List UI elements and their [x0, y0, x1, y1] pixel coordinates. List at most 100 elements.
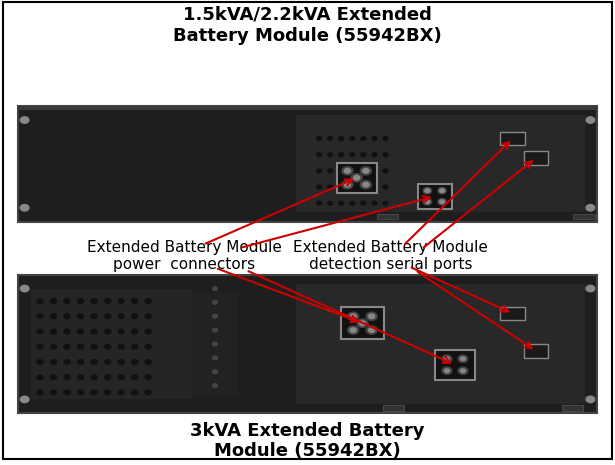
Circle shape — [440, 189, 445, 193]
Circle shape — [360, 180, 371, 189]
Circle shape — [461, 357, 466, 360]
Circle shape — [118, 299, 124, 303]
Circle shape — [37, 314, 43, 319]
Circle shape — [105, 375, 111, 379]
Bar — [336, 163, 376, 193]
Circle shape — [347, 312, 359, 320]
Circle shape — [213, 356, 218, 359]
Circle shape — [105, 390, 111, 395]
Circle shape — [118, 345, 124, 349]
Circle shape — [350, 328, 356, 332]
Circle shape — [145, 299, 151, 303]
Circle shape — [37, 375, 43, 379]
Circle shape — [586, 396, 595, 403]
Circle shape — [344, 168, 351, 173]
Circle shape — [317, 137, 322, 140]
Circle shape — [50, 299, 57, 303]
Circle shape — [372, 185, 377, 189]
Circle shape — [20, 205, 29, 211]
Circle shape — [368, 328, 375, 332]
Bar — [18, 106, 597, 222]
Circle shape — [145, 329, 151, 334]
Circle shape — [50, 390, 57, 395]
Circle shape — [317, 169, 322, 173]
Circle shape — [50, 375, 57, 379]
Circle shape — [37, 329, 43, 334]
Bar — [296, 284, 585, 404]
Circle shape — [118, 329, 124, 334]
Text: 3kVA Extended Battery
Module (55942BX): 3kVA Extended Battery Module (55942BX) — [190, 422, 425, 460]
Circle shape — [64, 299, 70, 303]
Circle shape — [145, 345, 151, 349]
Circle shape — [132, 314, 138, 319]
Circle shape — [118, 314, 124, 319]
Circle shape — [91, 329, 97, 334]
Bar — [377, 214, 399, 219]
Circle shape — [438, 199, 446, 205]
Circle shape — [91, 390, 97, 395]
Circle shape — [383, 201, 388, 205]
Circle shape — [360, 166, 371, 175]
Circle shape — [20, 286, 29, 292]
Circle shape — [145, 390, 151, 395]
Circle shape — [132, 375, 138, 379]
Circle shape — [145, 359, 151, 364]
Circle shape — [383, 137, 388, 140]
Circle shape — [423, 187, 432, 194]
Circle shape — [586, 117, 595, 123]
Bar — [501, 132, 525, 146]
Text: Extended Battery Module
detection serial ports: Extended Battery Module detection serial… — [293, 240, 488, 272]
Circle shape — [213, 287, 218, 291]
Circle shape — [37, 390, 43, 395]
Circle shape — [425, 189, 430, 193]
Circle shape — [77, 329, 84, 334]
Circle shape — [64, 329, 70, 334]
Bar — [573, 214, 595, 219]
Bar — [501, 306, 525, 320]
Circle shape — [351, 173, 362, 182]
Circle shape — [77, 299, 84, 303]
Circle shape — [372, 153, 377, 157]
Circle shape — [438, 187, 446, 194]
Circle shape — [368, 314, 375, 319]
Circle shape — [357, 319, 368, 327]
Circle shape — [350, 314, 356, 319]
Circle shape — [328, 137, 333, 140]
Circle shape — [317, 185, 322, 189]
Circle shape — [363, 182, 369, 187]
Bar — [562, 405, 584, 411]
Text: Extended Battery Module
power  connectors: Extended Battery Module power connectors — [87, 240, 282, 272]
Circle shape — [132, 390, 138, 395]
Circle shape — [91, 359, 97, 364]
Circle shape — [339, 185, 344, 189]
Circle shape — [50, 359, 57, 364]
Circle shape — [361, 153, 366, 157]
Circle shape — [118, 390, 124, 395]
Circle shape — [359, 321, 365, 325]
Bar — [523, 151, 548, 165]
Circle shape — [350, 201, 355, 205]
Circle shape — [64, 345, 70, 349]
Circle shape — [64, 359, 70, 364]
Circle shape — [77, 375, 84, 379]
Circle shape — [105, 359, 111, 364]
Circle shape — [213, 300, 218, 304]
Circle shape — [366, 312, 377, 320]
Circle shape — [105, 314, 111, 319]
Circle shape — [361, 185, 366, 189]
Circle shape — [461, 369, 466, 372]
Circle shape — [372, 169, 377, 173]
Circle shape — [442, 355, 452, 362]
Circle shape — [342, 166, 353, 175]
Circle shape — [383, 153, 388, 157]
Circle shape — [383, 169, 388, 173]
Circle shape — [213, 328, 218, 332]
Circle shape — [339, 153, 344, 157]
Circle shape — [328, 201, 333, 205]
Circle shape — [317, 201, 322, 205]
Circle shape — [445, 369, 450, 372]
Circle shape — [213, 370, 218, 373]
Circle shape — [342, 180, 353, 189]
Circle shape — [350, 137, 355, 140]
Circle shape — [145, 314, 151, 319]
